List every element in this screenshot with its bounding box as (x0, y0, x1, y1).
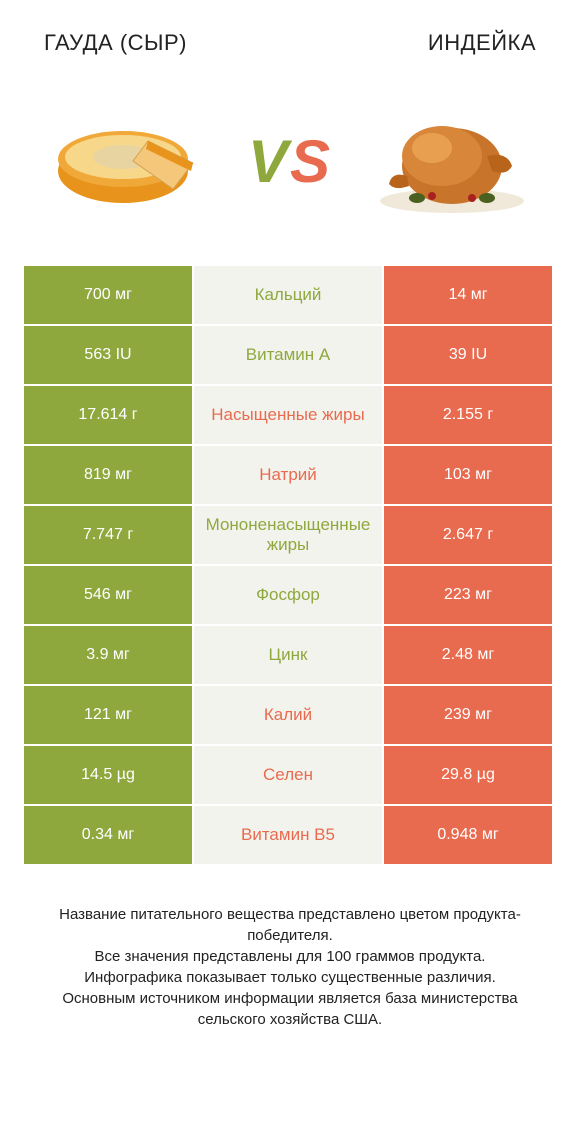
footer-line: Название питательного вещества представл… (36, 904, 544, 946)
table-row: 546 мгФосфор223 мг (24, 566, 556, 624)
nutrient-name: Витамин B5 (194, 806, 382, 864)
table-row: 14.5 µgСелен29.8 µg (24, 746, 556, 804)
header: ГАУДА (СЫР) ИНДЕЙКА (24, 20, 556, 76)
table-row: 819 мгНатрий103 мг (24, 446, 556, 504)
table-row: 3.9 мгЦинк2.48 мг (24, 626, 556, 684)
table-row: 17.614 гНасыщенные жиры2.155 г (24, 386, 556, 444)
value-left: 7.747 г (24, 506, 192, 564)
value-right: 2.155 г (384, 386, 552, 444)
nutrient-name: Селен (194, 746, 382, 804)
title-right: ИНДЕЙКА (428, 30, 536, 56)
table-row: 0.34 мгВитамин B50.948 мг (24, 806, 556, 864)
value-left: 546 мг (24, 566, 192, 624)
vs-v: V (248, 128, 290, 195)
value-right: 239 мг (384, 686, 552, 744)
value-left: 121 мг (24, 686, 192, 744)
nutrient-name: Витамин A (194, 326, 382, 384)
value-left: 0.34 мг (24, 806, 192, 864)
nutrient-name: Мононенасыщенные жиры (194, 506, 382, 564)
value-right: 2.647 г (384, 506, 552, 564)
nutrient-name: Калий (194, 686, 382, 744)
vs-s: S (290, 128, 332, 195)
value-left: 819 мг (24, 446, 192, 504)
value-right: 103 мг (384, 446, 552, 504)
table-row: 7.747 гМононенасыщенные жиры2.647 г (24, 506, 556, 564)
value-right: 29.8 µg (384, 746, 552, 804)
footer-line: Все значения представлены для 100 граммо… (36, 946, 544, 967)
table-row: 700 мгКальций14 мг (24, 266, 556, 324)
value-right: 0.948 мг (384, 806, 552, 864)
vs-section: VS (24, 76, 556, 266)
value-left: 3.9 мг (24, 626, 192, 684)
footer-line: Основным источником информации является … (36, 988, 544, 1030)
title-left: ГАУДА (СЫР) (44, 30, 187, 56)
value-right: 223 мг (384, 566, 552, 624)
cheese-image (48, 96, 208, 226)
table-row: 121 мгКалий239 мг (24, 686, 556, 744)
value-left: 700 мг (24, 266, 192, 324)
value-left: 563 IU (24, 326, 192, 384)
value-right: 39 IU (384, 326, 552, 384)
comparison-table: 700 мгКальций14 мг563 IUВитамин A39 IU17… (24, 266, 556, 864)
value-right: 14 мг (384, 266, 552, 324)
nutrient-name: Кальций (194, 266, 382, 324)
value-right: 2.48 мг (384, 626, 552, 684)
footer-notes: Название питательного вещества представл… (24, 864, 556, 1040)
table-row: 563 IUВитамин A39 IU (24, 326, 556, 384)
nutrient-name: Натрий (194, 446, 382, 504)
footer-line: Инфографика показывает только существенн… (36, 967, 544, 988)
nutrient-name: Цинк (194, 626, 382, 684)
value-left: 17.614 г (24, 386, 192, 444)
value-left: 14.5 µg (24, 746, 192, 804)
nutrient-name: Насыщенные жиры (194, 386, 382, 444)
nutrient-name: Фосфор (194, 566, 382, 624)
turkey-image (372, 96, 532, 226)
vs-label: VS (248, 127, 332, 196)
